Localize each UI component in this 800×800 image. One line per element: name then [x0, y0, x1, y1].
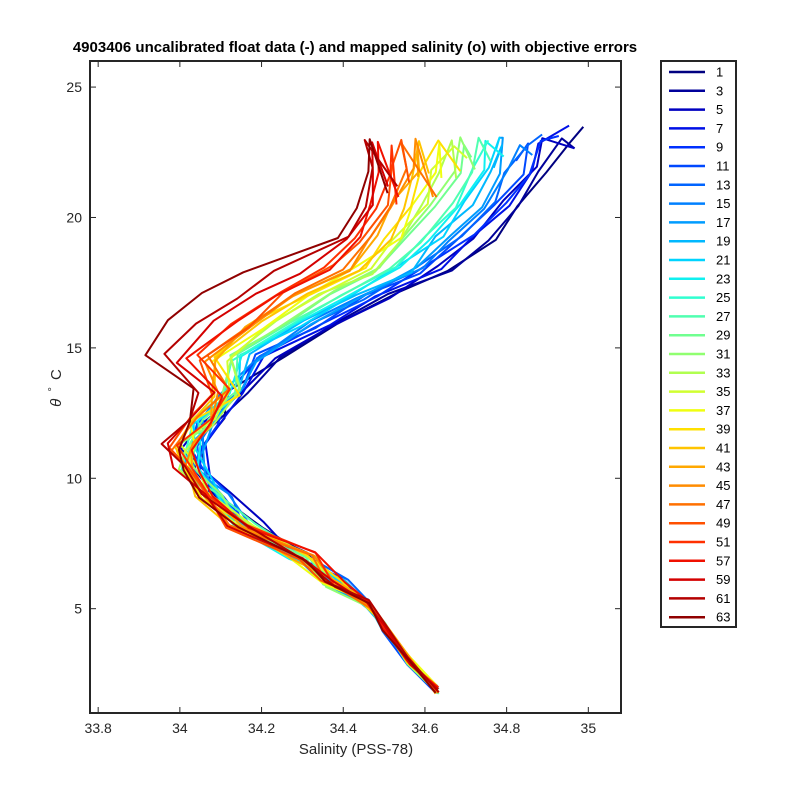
legend-label: 41: [716, 441, 730, 456]
series-layer: [144, 124, 585, 695]
legend-items: 1357911131517192123252729313335373941434…: [669, 65, 730, 625]
legend-label: 47: [716, 497, 730, 512]
y-axis-label-degree: °: [47, 387, 59, 391]
y-tick-label: 15: [66, 340, 82, 356]
legend-label: 35: [716, 384, 730, 399]
legend-label: 63: [716, 610, 730, 625]
plot-background: [90, 61, 621, 713]
legend-label: 19: [716, 234, 730, 249]
y-tick-label: 20: [66, 209, 82, 225]
x-tick-label: 34.2: [248, 720, 275, 736]
x-tick-label: 34.6: [411, 720, 438, 736]
profile-line: [144, 138, 437, 694]
legend-label: 5: [716, 102, 723, 117]
legend-label: 49: [716, 516, 730, 531]
y-tick-label: 25: [66, 79, 82, 95]
y-axis-label: θ ° C: [43, 369, 65, 407]
legend-label: 45: [716, 478, 730, 493]
legend-label: 15: [716, 196, 730, 211]
legend-label: 1: [716, 65, 723, 80]
y-axis: 5 10 15 20 25: [66, 79, 621, 617]
legend-label: 25: [716, 290, 730, 305]
chart-title: 4903406 uncalibrated float data (-) and …: [73, 39, 637, 56]
legend-label: 27: [716, 309, 730, 324]
x-tick-label: 33.8: [85, 720, 112, 736]
legend-label: 31: [716, 347, 730, 362]
legend-label: 33: [716, 365, 730, 380]
y-tick-label: 10: [66, 470, 82, 486]
legend-label: 21: [716, 253, 730, 268]
y-tick-label: 5: [74, 601, 82, 617]
legend-label: 43: [716, 459, 730, 474]
legend-label: 59: [716, 572, 730, 587]
legend-box: [660, 60, 737, 628]
legend-label: 37: [716, 403, 730, 418]
legend-label: 11: [716, 159, 730, 174]
legend-label: 9: [716, 140, 723, 155]
profile-line: [170, 142, 440, 694]
legend-label: 51: [716, 535, 730, 550]
legend-label: 13: [716, 177, 730, 192]
x-tick-label: 34: [172, 720, 188, 736]
y-axis-label-unit: C: [48, 369, 65, 380]
legend-label: 17: [716, 215, 730, 230]
legend-label: 29: [716, 328, 730, 343]
y-axis-label-symbol: θ: [48, 399, 65, 407]
legend-label: 57: [716, 553, 730, 568]
x-tick-label: 35: [581, 720, 597, 736]
plot-area: [89, 60, 622, 714]
legend-label: 23: [716, 271, 730, 286]
legend: 1357911131517192123252729313335373941434…: [660, 60, 737, 628]
legend-label: 39: [716, 422, 730, 437]
x-axis-label: Salinity (PSS-78): [299, 741, 413, 758]
x-tick-label: 34.4: [330, 720, 357, 736]
legend-label: 61: [716, 591, 730, 606]
x-axis: 33.8 34 34.2 34.4 34.6 34.8 35: [85, 61, 597, 736]
x-tick-label: 34.8: [493, 720, 520, 736]
profile-line: [185, 140, 439, 689]
legend-label: 7: [716, 121, 723, 136]
legend-label: 3: [716, 83, 723, 98]
